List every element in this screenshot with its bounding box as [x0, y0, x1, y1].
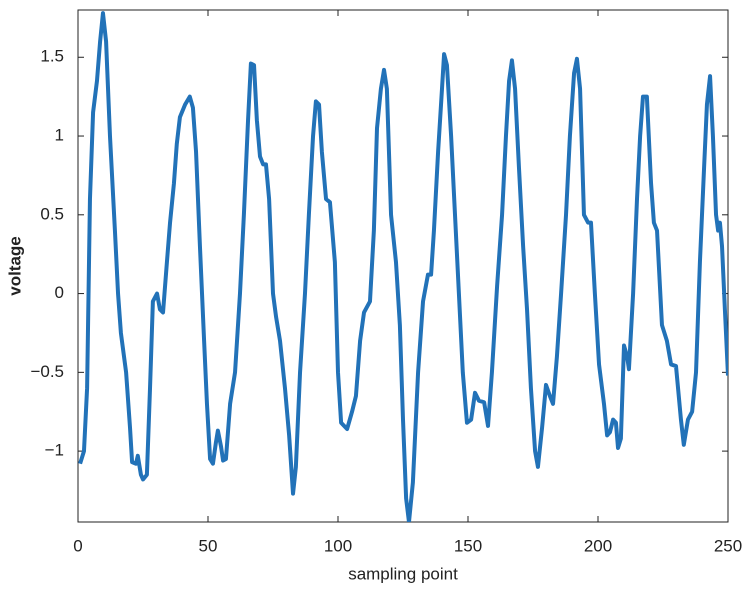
x-tick-label: 150 — [454, 536, 482, 555]
plot-frame — [77, 9, 729, 523]
y-tick-label: 1 — [55, 126, 64, 145]
line-series — [78, 11, 728, 522]
x-tick-label: 0 — [73, 536, 82, 555]
x-axis-label: sampling point — [348, 564, 458, 583]
x-tick-label: 100 — [324, 536, 352, 555]
y-tick-label: 0 — [55, 283, 64, 302]
x-tick-label: 250 — [714, 536, 742, 555]
y-tick-label: −1 — [45, 441, 64, 460]
y-axis-label: voltage — [5, 236, 24, 296]
x-tick-label: 50 — [199, 536, 218, 555]
y-tick-label: 0.5 — [40, 204, 64, 223]
y-tick-label: 1.5 — [40, 47, 64, 66]
y-tick-label: −0.5 — [30, 362, 64, 381]
x-tick-label: 200 — [584, 536, 612, 555]
